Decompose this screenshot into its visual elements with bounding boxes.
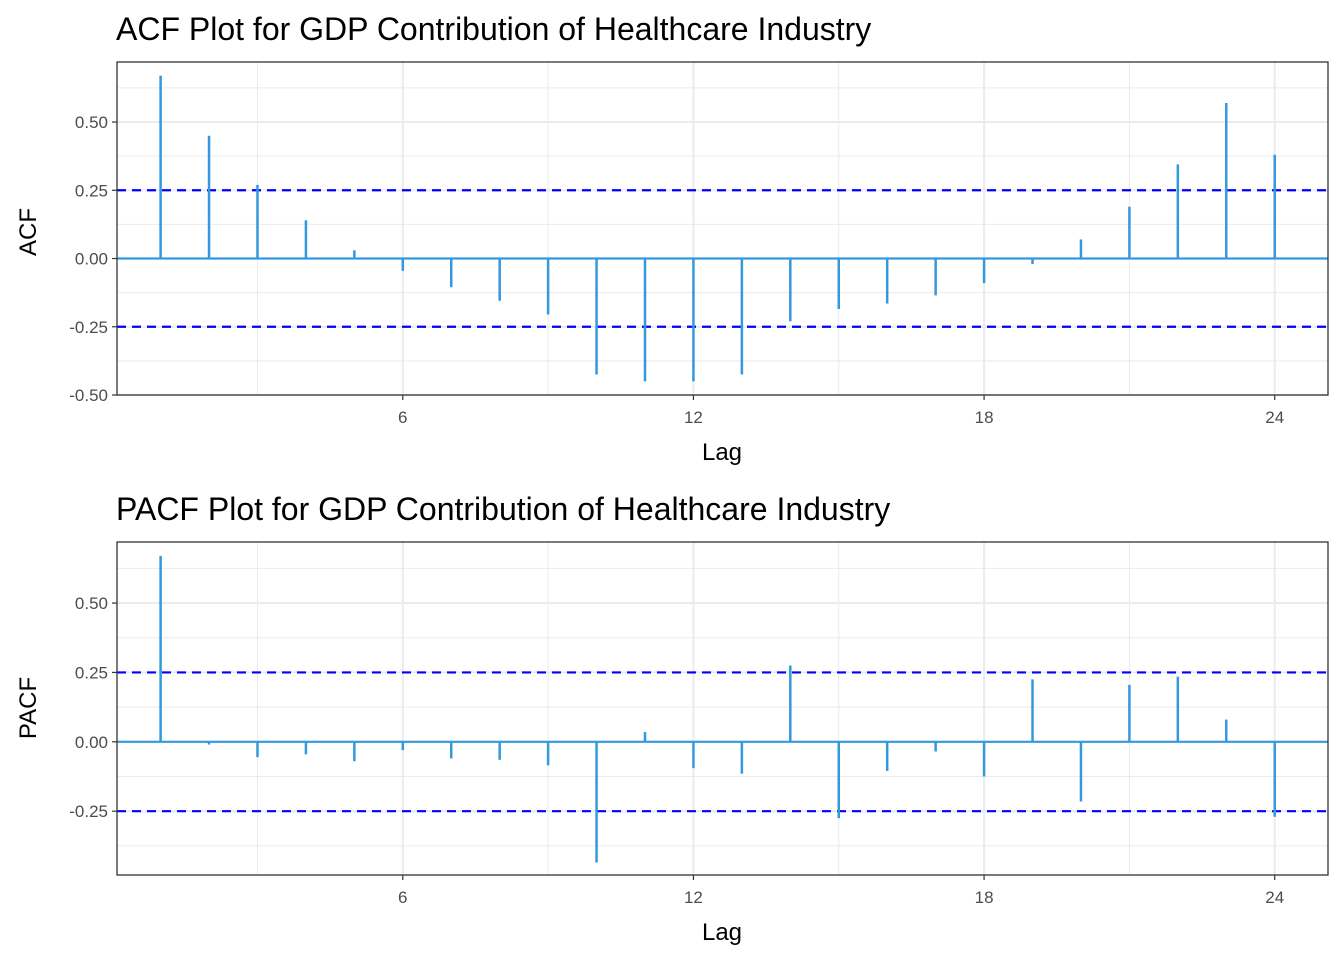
pacf-bars (159, 555, 1276, 863)
pacf-gridlines (117, 542, 1328, 875)
pacf-y-tick-label: -0.25 (69, 802, 108, 821)
acf-chart-title: ACF Plot for GDP Contribution of Healthc… (116, 11, 871, 47)
pacf-y-axis-title: PACF (15, 677, 42, 739)
pacf-chart-title: PACF Plot for GDP Contribution of Health… (116, 491, 890, 527)
acf-x-tick-label: 6 (398, 408, 407, 427)
acf-y-axis-title: ACF (15, 208, 42, 256)
acf-gridlines (117, 62, 1328, 396)
pacf-x-tick-label: 12 (684, 888, 703, 907)
acf-y-tick-label: -0.50 (69, 386, 108, 405)
acf-y-tick-label: 0.50 (75, 113, 108, 132)
acf-chart: ACF Plot for GDP Contribution of Healthc… (15, 11, 1329, 466)
pacf-confidence-bounds (117, 671, 1328, 813)
pacf-y-tick-label: 0.25 (75, 663, 108, 682)
pacf-x-tick-label: 6 (398, 888, 407, 907)
acf-y-tick-label: 0.00 (75, 250, 108, 269)
acf-tick-labels: 0.50 0.25 0.00 -0.25 -0.50 6 12 18 24 (69, 113, 1284, 427)
acf-y-tick-label: 0.25 (75, 181, 108, 200)
pacf-x-tick-label: 24 (1265, 888, 1284, 907)
pacf-y-tick-label: 0.00 (75, 733, 108, 752)
pacf-x-tick-label: 18 (975, 888, 994, 907)
pacf-chart: PACF Plot for GDP Contribution of Health… (15, 491, 1329, 946)
pacf-panel-border (116, 541, 1329, 876)
acf-panel-border (116, 61, 1329, 396)
acf-bars (159, 75, 1276, 382)
acf-x-tick-label: 12 (684, 408, 703, 427)
acf-confidence-bounds (117, 189, 1328, 328)
acf-y-tick-label: -0.25 (69, 318, 108, 337)
pacf-y-tick-label: 0.50 (75, 594, 108, 613)
acf-x-tick-label: 24 (1265, 408, 1284, 427)
pacf-tick-labels: 0.50 0.25 0.00 -0.25 6 12 18 24 (69, 594, 1284, 907)
pacf-x-axis-title: Lag (702, 919, 742, 946)
acf-x-tick-label: 18 (975, 408, 994, 427)
acf-x-axis-title: Lag (702, 439, 742, 466)
